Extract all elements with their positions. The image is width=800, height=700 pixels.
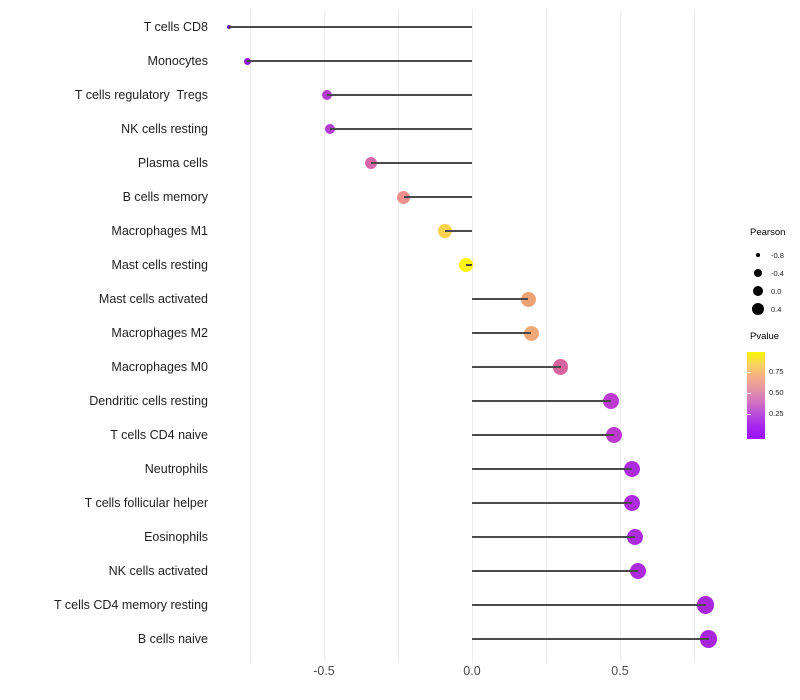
lollipop-stem <box>326 94 472 96</box>
lollipop-stem <box>472 298 529 300</box>
x-tick-label: -0.5 <box>313 664 335 678</box>
lollipop-stem <box>472 366 561 368</box>
legend-size-label: 0.4 <box>771 304 782 314</box>
y-axis-label: Monocytes <box>147 54 208 68</box>
gridline <box>693 10 695 662</box>
y-axis-label: T cells regulatory Tregs <box>74 88 208 102</box>
gridline <box>397 10 399 662</box>
lollipop-stem <box>329 128 472 130</box>
lollipop-stem <box>472 332 532 334</box>
y-axis-label: B cells memory <box>122 190 208 204</box>
lollipop-stem <box>472 604 706 606</box>
legend-size-label: -0.4 <box>771 268 784 278</box>
y-axis-label: Dendritic cells resting <box>89 394 208 408</box>
legend-size-dot <box>753 286 763 296</box>
legend-size-dot <box>756 253 760 257</box>
lollipop-dot <box>523 325 539 341</box>
legend-size-label: 0.0 <box>771 286 782 296</box>
y-axis-label: Macrophages M0 <box>111 360 208 374</box>
gridline <box>545 10 547 662</box>
lollipop-stem <box>472 468 632 470</box>
colorbar-tick-mark <box>747 371 751 373</box>
lollipop-stem <box>472 638 709 640</box>
legend-pearson-item: 0.4 <box>745 300 800 318</box>
lollipop-dot <box>520 291 536 307</box>
legend-pearson-title: Pearson <box>750 227 786 238</box>
legend-dot-cell <box>750 302 766 316</box>
y-axis-label: Macrophages M2 <box>111 326 208 340</box>
lollipop-dot <box>458 257 474 273</box>
legend-size-dot <box>751 302 765 316</box>
legend-pearson-item: 0.0 <box>745 282 800 300</box>
y-axis-label: NK cells activated <box>108 564 208 578</box>
y-axis-label: Eosinophils <box>144 530 208 544</box>
colorbar-tick-label: 0.25 <box>769 409 784 418</box>
lollipop-stem <box>472 536 635 538</box>
y-axis-label: Mast cells activated <box>98 292 208 306</box>
y-axis-label: B cells naive <box>137 632 208 646</box>
lollipop-stem <box>466 264 472 266</box>
legend-size-label: -0.8 <box>771 250 784 260</box>
y-axis-label: Mast cells resting <box>111 258 208 272</box>
y-axis-label: Plasma cells <box>137 156 208 170</box>
legend-pvalue: Pvalue 0.75 0.50 0.25 <box>745 330 800 450</box>
pvalue-colorbar <box>747 352 765 439</box>
lollipop-stem <box>247 60 472 62</box>
lollipop-dot <box>603 393 620 409</box>
lollipop-stem <box>472 434 615 436</box>
lollipop-stem <box>371 162 472 164</box>
lollipop-dot <box>697 596 715 614</box>
lollipop-stem <box>403 196 472 198</box>
lollipop-stem <box>472 400 612 402</box>
gridline <box>249 10 251 662</box>
legend-pearson: Pearson -0.8 -0.4 0.0 0.4 <box>745 226 800 318</box>
y-axis-label: Macrophages M1 <box>111 224 208 238</box>
legend-size-dot <box>754 269 762 277</box>
legend-dot-cell <box>750 253 766 257</box>
y-axis-label: T cells CD4 naive <box>110 428 208 442</box>
gridline <box>619 10 621 662</box>
lollipop-stem <box>472 502 632 504</box>
y-axis-label: T cells follicular helper <box>84 496 208 510</box>
y-axis-label: NK cells resting <box>121 122 208 136</box>
colorbar-tick-mark <box>747 413 751 415</box>
x-tick-label: 0.0 <box>463 664 481 678</box>
gridline <box>323 10 325 662</box>
gridline <box>471 10 473 662</box>
lollipop-stem <box>472 570 638 572</box>
legend-pearson-items: -0.8 -0.4 0.0 0.4 <box>745 246 800 318</box>
y-axis-label: T cells CD4 memory resting <box>54 598 208 612</box>
legend-pearson-item: -0.4 <box>745 264 800 282</box>
x-tick-label: 0.5 <box>611 664 629 678</box>
colorbar-tick-label: 0.75 <box>769 367 784 376</box>
legend-pearson-item: -0.8 <box>745 246 800 264</box>
y-axis-label: T cells CD8 <box>143 20 208 34</box>
legend-dot-cell <box>750 286 766 296</box>
y-axis-label: Neutrophils <box>144 462 208 476</box>
lollipop-stem <box>229 26 472 28</box>
lollipop-dot <box>606 427 623 443</box>
legend-pvalue-title: Pvalue <box>750 331 780 342</box>
colorbar-tick-mark <box>747 392 751 394</box>
legend-dot-cell <box>750 269 766 277</box>
lollipop-stem <box>445 230 472 232</box>
colorbar-tick-label: 0.50 <box>769 388 784 397</box>
